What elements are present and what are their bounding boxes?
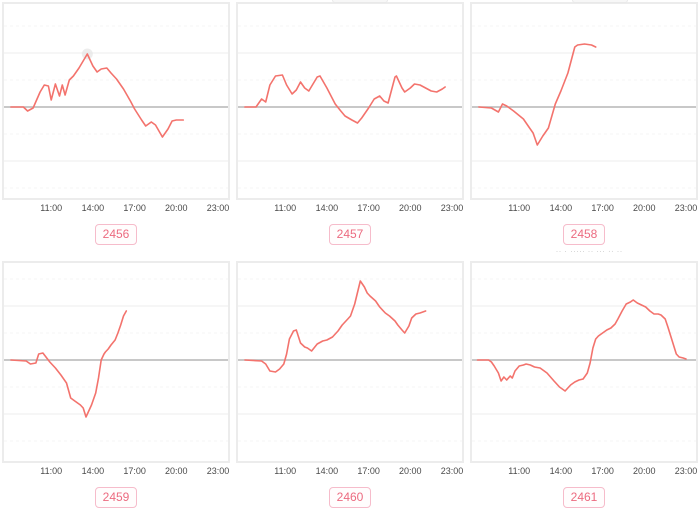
series-line — [476, 299, 687, 392]
x-axis: 11:00 14:00 17:00 20:00 23:00 — [236, 466, 464, 478]
chart-cell: 11:00 14:00 17:00 20:00 23:00 2457 — [236, 2, 464, 245]
chart-badge[interactable]: 2459 — [94, 487, 138, 508]
line-chart-svg — [238, 278, 462, 442]
x-tick-label: 11:00 — [274, 466, 297, 476]
x-tick-label: 23:00 — [440, 203, 464, 213]
chart-plot-area[interactable] — [470, 261, 698, 463]
line-chart-svg — [472, 278, 696, 442]
line-chart-svg — [238, 25, 462, 189]
x-tick-label: 17:00 — [123, 466, 146, 476]
chart-cell: 11:00 14:00 17:00 20:00 23:00 2458 — [470, 2, 698, 245]
line-chart-svg — [472, 25, 696, 189]
x-tick-label: 11:00 — [508, 203, 531, 213]
x-tick-label: 14:00 — [549, 466, 573, 476]
chart-plot-area[interactable] — [2, 2, 230, 200]
x-tick-label: 23:00 — [674, 466, 698, 476]
x-axis: 11:00 14:00 17:00 20:00 23:00 — [470, 466, 698, 478]
line-chart-svg — [4, 25, 228, 189]
line-chart-svg — [4, 278, 228, 442]
cutoff-artifact — [332, 0, 388, 3]
x-tick-label: 20:00 — [399, 203, 422, 213]
x-tick-label: 20:00 — [399, 466, 422, 476]
x-tick-label: 20:00 — [633, 203, 656, 213]
x-tick-label: 17:00 — [357, 203, 380, 213]
x-tick-label: 11:00 — [40, 203, 63, 213]
x-tick-label: 17:00 — [357, 466, 380, 476]
chart-badge[interactable]: 2461 — [562, 487, 606, 508]
chart-badge[interactable]: 2460 — [328, 487, 372, 508]
chart-cell: 11:00 14:00 17:00 20:00 23:00 2456 — [2, 2, 230, 245]
x-axis: 11:00 14:00 17:00 20:00 23:00 — [236, 203, 464, 215]
x-axis: 11:00 14:00 17:00 20:00 23:00 — [2, 466, 230, 478]
chart-badge[interactable]: 2457 — [328, 224, 372, 245]
chart-plot-area[interactable] — [236, 261, 464, 463]
badge-row: 2461 — [470, 487, 698, 508]
chart-cell: 11:00 14:00 17:00 20:00 23:00 2459 — [2, 261, 230, 508]
chart-badge[interactable]: 2458 — [562, 224, 606, 245]
x-tick-label: 14:00 — [81, 466, 105, 476]
cutoff-artifact — [572, 0, 628, 3]
x-tick-label: 20:00 — [165, 203, 188, 213]
badge-row: 2456 — [2, 224, 230, 245]
chart-plot-area[interactable] — [470, 2, 698, 200]
chart-badge[interactable]: 2456 — [94, 224, 138, 245]
x-tick-label: 11:00 — [40, 466, 63, 476]
x-tick-label: 20:00 — [633, 466, 656, 476]
badge-row: 2459 — [2, 487, 230, 508]
badge-row: 2458 — [470, 224, 698, 245]
series-line — [10, 53, 185, 138]
x-tick-label: 23:00 — [440, 466, 464, 476]
x-tick-label: 23:00 — [674, 203, 698, 213]
x-axis: 11:00 14:00 17:00 20:00 23:00 — [470, 203, 698, 215]
x-tick-label: 14:00 — [549, 203, 573, 213]
x-tick-label: 14:00 — [81, 203, 105, 213]
fine-print-text: ·· · ····· ·· ··· ·· ·· — [556, 249, 623, 255]
x-tick-label: 17:00 — [123, 203, 146, 213]
chart-cell: 11:00 14:00 17:00 20:00 23:00 2461 — [470, 261, 698, 508]
chart-plot-area[interactable] — [236, 2, 464, 200]
series-line — [244, 280, 427, 373]
x-tick-label: 11:00 — [508, 466, 531, 476]
x-tick-label: 20:00 — [165, 466, 188, 476]
badge-row: 2457 — [236, 224, 464, 245]
x-tick-label: 17:00 — [591, 203, 614, 213]
x-axis: 11:00 14:00 17:00 20:00 23:00 — [2, 203, 230, 215]
badge-row: 2460 — [236, 487, 464, 508]
x-tick-label: 14:00 — [315, 203, 339, 213]
x-tick-label: 23:00 — [206, 466, 230, 476]
series-line — [478, 43, 597, 146]
chart-plot-area[interactable] — [2, 261, 230, 463]
x-tick-label: 11:00 — [274, 203, 297, 213]
x-tick-label: 14:00 — [315, 466, 339, 476]
series-line — [244, 74, 446, 124]
x-tick-label: 23:00 — [206, 203, 230, 213]
chart-cell: 11:00 14:00 17:00 20:00 23:00 2460 — [236, 261, 464, 508]
series-line — [10, 310, 128, 418]
x-tick-label: 17:00 — [591, 466, 614, 476]
